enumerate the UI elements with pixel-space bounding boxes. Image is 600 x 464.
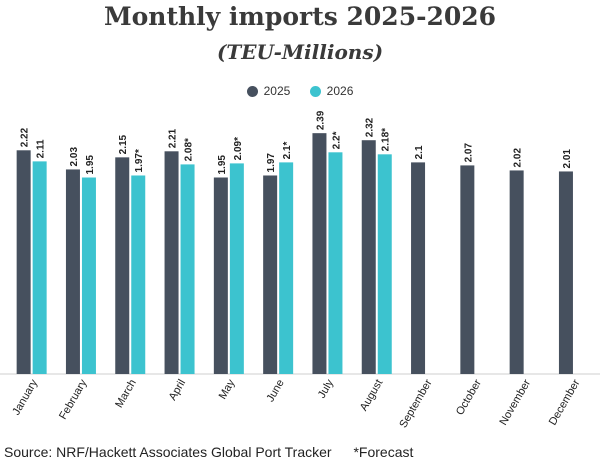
- bar-2025-july: [312, 133, 327, 374]
- data-label-2025-july: 2.39: [315, 110, 326, 130]
- data-label-2025-february: 2.03: [69, 147, 80, 167]
- bar-2025-november: [509, 170, 524, 374]
- chart-title: Monthly imports 2025-2026: [103, 2, 497, 31]
- bar-2026-july: [328, 152, 343, 374]
- data-label-2025-august: 2.32: [365, 117, 376, 137]
- data-label-2025-june: 1.97: [266, 153, 277, 173]
- bar-2025-september: [411, 162, 426, 374]
- bar-2026-june: [279, 162, 294, 374]
- bar-2025-april: [164, 151, 179, 374]
- bar-2025-august: [361, 140, 376, 374]
- bar-2026-february: [81, 177, 96, 374]
- data-label-2026-august: 2.18*: [381, 128, 392, 151]
- data-label-2025-april: 2.21: [168, 128, 179, 148]
- bar-2026-march: [131, 175, 146, 374]
- legend-swatch-2026: [309, 85, 321, 97]
- legend-label-2026: 2026: [326, 84, 354, 98]
- x-tick-label-december: December: [547, 377, 583, 427]
- legend: 2025 2026: [0, 84, 600, 100]
- data-label-2025-january: 2.22: [20, 127, 31, 147]
- data-label-2026-january: 2.11: [36, 139, 47, 158]
- bar-2025-may: [213, 177, 228, 374]
- bar-2026-may: [229, 163, 244, 374]
- data-label-2025-november: 2.02: [513, 148, 524, 168]
- x-tick-label-june: June: [264, 378, 286, 405]
- bar-2025-december: [558, 171, 573, 374]
- data-label-2026-may: 2.09*: [233, 137, 244, 160]
- data-label-2026-february: 1.95: [85, 155, 96, 175]
- data-label-2025-may: 1.95: [217, 155, 228, 175]
- data-label-2025-october: 2.07: [463, 143, 474, 163]
- data-label-2025-march: 2.15: [118, 134, 129, 154]
- bar-2025-march: [115, 157, 130, 374]
- forecast-note: *Forecast: [353, 444, 414, 460]
- data-label-2026-june: 2.1*: [282, 141, 293, 159]
- x-tick-label-january: January: [10, 377, 40, 417]
- source-note: Source: NRF/Hackett Associates Global Po…: [4, 444, 431, 460]
- bar-2026-august: [377, 154, 392, 374]
- bar-2025-february: [65, 169, 80, 374]
- bar-2025-june: [263, 175, 278, 374]
- x-tick-label-february: February: [57, 377, 90, 422]
- x-tick-label-october: October: [454, 377, 484, 417]
- x-tick-label-september: September: [397, 377, 434, 430]
- x-tick-label-november: November: [497, 377, 533, 427]
- x-tick-label-may: May: [217, 377, 238, 401]
- bar-2025-october: [460, 165, 475, 374]
- data-label-2025-september: 2.1: [414, 145, 425, 159]
- x-tick-label-july: July: [316, 377, 336, 400]
- chart-subtitle: (TEU-Millions): [216, 40, 384, 64]
- source-text: Source: NRF/Hackett Associates Global Po…: [4, 444, 332, 460]
- legend-label-2025: 2025: [263, 84, 291, 98]
- data-label-2025-december: 2.01: [562, 149, 573, 169]
- data-label-2026-march: 1.97*: [134, 149, 145, 172]
- bar-2026-april: [180, 164, 195, 374]
- legend-swatch-2025: [246, 85, 258, 97]
- legend-item-2026: 2026: [309, 84, 354, 98]
- data-label-2026-july: 2.2*: [331, 131, 342, 149]
- legend-item-2025: 2025: [246, 84, 291, 98]
- x-tick-label-april: April: [167, 378, 188, 403]
- bar-2025-january: [16, 150, 31, 374]
- bar-2026-january: [32, 161, 47, 374]
- x-tick-label-march: March: [113, 378, 139, 410]
- x-tick-label-august: August: [358, 378, 386, 414]
- data-label-2026-april: 2.08*: [184, 138, 195, 161]
